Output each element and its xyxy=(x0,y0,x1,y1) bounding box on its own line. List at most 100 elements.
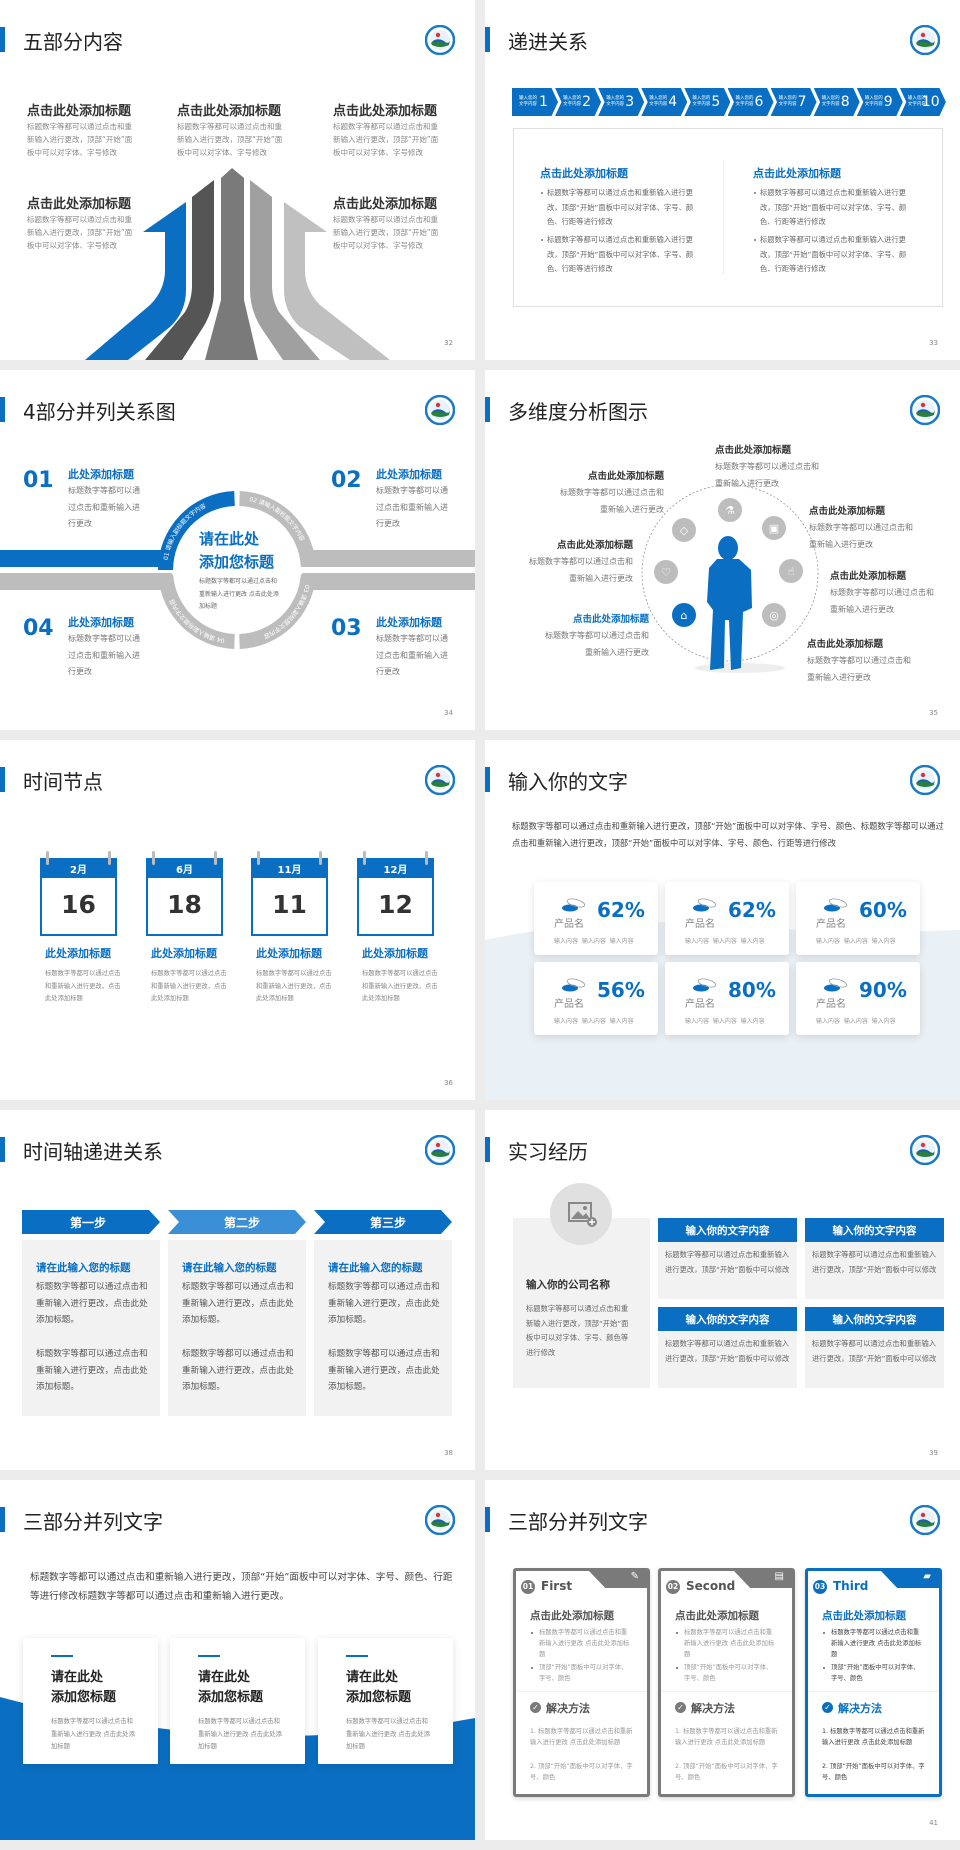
check-circle-icon: ✓ xyxy=(822,1702,833,1713)
bullet-text: 标题数字等都可以通过点击和重新输入进行更改 点击此处添加标题 xyxy=(831,1629,922,1658)
arrow-dark xyxy=(145,180,214,360)
item-text: 标题数字等都可以通过点击和重新输入进行更改 xyxy=(376,634,448,676)
info-box-header xyxy=(805,1307,944,1331)
column-title: 点击此处添加标题 xyxy=(540,167,628,180)
option-card[interactable]: ✎ 01 First 点击此处添加标题 标题数字等都可以通过点击和重新输入进行更改 点击… xyxy=(513,1568,650,1797)
progress-step[interactable]: 输入您的文字内容 7 xyxy=(770,88,817,116)
card-tab xyxy=(734,1571,792,1588)
title-accent-bar xyxy=(0,397,5,422)
progress-step[interactable]: 输入您的文字内容 5 xyxy=(684,88,731,116)
band-gray xyxy=(302,573,475,590)
add-image-icon xyxy=(568,1202,597,1227)
bullet-text: 标题数字等都可以通过点击和重新输入进行更改，顶部“开始”面板中可以对字体、字号、… xyxy=(760,235,907,273)
calendar-day: 11 xyxy=(272,890,307,919)
progress-step[interactable]: 输入您的文字内容 6 xyxy=(727,88,774,116)
bullet-text: 标题数字等都可以通过点击和重新输入进行更改，顶部“开始”面板中可以对字体、字号、… xyxy=(547,235,694,273)
column-title: 点击此处添加标题 xyxy=(753,167,841,180)
center-title: 添加您标题 xyxy=(199,553,275,571)
step-text: 标题数字等都可以通过点击和重新输入进行更改，点击此处添加标题。 xyxy=(328,1349,440,1393)
progress-step[interactable]: 输入您的文字内容 3 xyxy=(598,88,645,116)
step-number: 1 xyxy=(539,94,548,110)
dimension-block: 点击此处添加标题 标题数字等都可以通过点击和重新输入进行更改 xyxy=(715,442,825,492)
diamond-icon: ◇ xyxy=(672,518,696,542)
company-name: 输入你的公司名称 xyxy=(526,1279,610,1291)
bullet-text: 顶部“开始”面板中可以对字体、字号、颜色 xyxy=(539,1664,628,1682)
text-card xyxy=(170,1638,305,1764)
info-box-title: 输入你的文字内容 xyxy=(685,1225,770,1237)
solution-step: 1. 标题数字等都可以通过点击和重新输入进行更改 点击此处添加标题 xyxy=(822,1728,925,1746)
card-label: Third xyxy=(833,1579,869,1593)
title-accent-bar xyxy=(0,1137,5,1162)
item-number: 01 xyxy=(23,468,54,493)
school-logo xyxy=(909,1504,941,1536)
pill-icon xyxy=(561,977,586,997)
item-title: 此处添加标题 xyxy=(68,616,134,629)
info-box-title: 输入你的文字内容 xyxy=(832,1314,917,1326)
step-number: 9 xyxy=(883,94,893,110)
card-text: 标题数字等都可以通过点击和重新输入进行更改 点击此处添加标题 xyxy=(346,1718,430,1750)
step-chevron[interactable] xyxy=(168,1210,306,1234)
slide-39: 实习经历 39 输入你的公司名称 标题数字等都可以通过点击和重新输入进行更改，顶部“开… xyxy=(485,1110,960,1470)
dimension-title: 点击此处添加标题 xyxy=(587,471,664,482)
stat-card xyxy=(796,882,920,955)
card-label: Second xyxy=(686,1579,736,1593)
stat-sub: 输入内容 输入内容 输入内容 xyxy=(685,938,765,945)
info-box-header xyxy=(658,1307,797,1331)
info-box-text: 标题数字等都可以通过点击和重新输入进行更改，顶部“开始”面板中可以修改 xyxy=(812,1339,937,1363)
ring-segment xyxy=(239,491,316,566)
school-logo xyxy=(424,764,456,796)
text-card xyxy=(318,1638,453,1764)
item-title: 点击此处添加标题 xyxy=(333,104,438,119)
calendar-card xyxy=(251,858,328,936)
progress-step[interactable]: 输入您的文字内容 9 xyxy=(856,88,903,116)
ring-segment xyxy=(158,491,235,570)
item-number: 03 xyxy=(331,616,362,641)
calendar-day: 18 xyxy=(167,890,202,919)
slide-title: 时间轴递进关系 xyxy=(23,1140,163,1164)
bullet-dot xyxy=(676,1632,678,1634)
step-title: 请在此输入您的标题 xyxy=(328,1262,423,1274)
progress-step[interactable]: 输入您的文字内容 8 xyxy=(813,88,860,116)
step-label: 输入您的文字内容 xyxy=(735,96,754,107)
option-card[interactable]: ▤ 02 Second 点击此处添加标题 标题数字等都可以通过点击和重新输入进行更改 点… xyxy=(658,1568,795,1797)
rising-arrows-graphic xyxy=(0,0,475,360)
progress-step[interactable]: 输入您的文字内容 4 xyxy=(641,88,688,116)
step-label: 输入您的文字内容 xyxy=(606,96,625,107)
calendar-ring xyxy=(319,851,322,865)
step-label: 输入您的文字内容 xyxy=(649,96,668,107)
item-text: 标题数字等都可以通过点击和重新输入进行更改，点击此处添加标题 xyxy=(256,970,332,1002)
ring-segment xyxy=(158,574,235,649)
option-card[interactable]: ▰ 03 Third 点击此处添加标题 标题数字等都可以通过点击和重新输入进行更改 点击… xyxy=(805,1568,942,1797)
solution-step: 2. 顶部“开始”面板中可以对字体、字号、颜色 xyxy=(675,1763,778,1781)
step-text: 标题数字等都可以通过点击和重新输入进行更改，点击此处添加标题。 xyxy=(182,1282,294,1326)
step-panel xyxy=(22,1240,160,1416)
step-chevron[interactable] xyxy=(314,1210,452,1234)
progress-step[interactable]: 输入您的文字内容 2 xyxy=(555,88,602,116)
calendar-ring xyxy=(214,851,217,865)
check-circle-icon: ✓ xyxy=(675,1702,686,1713)
progress-step[interactable]: 输入您的文字内容 1 xyxy=(512,88,558,116)
bullet-dot xyxy=(541,192,543,194)
company-text: 标题数字等都可以通过点击和重新输入进行更改，顶部“开始”面板中可以对字体、字号、… xyxy=(526,1304,629,1357)
item-title: 此处添加标题 xyxy=(376,616,442,629)
step-label: 输入您的文字内容 xyxy=(907,96,926,107)
item-text: 标题数字等都可以通过点击和重新输入进行更改，点击此处添加标题 xyxy=(362,970,438,1002)
school-logo xyxy=(909,764,941,796)
dimension-block: 点击此处添加标题 标题数字等都可以通过点击和重新输入进行更改 xyxy=(523,537,633,587)
step-label: 输入您的文字内容 xyxy=(563,96,582,107)
card-text: 标题数字等都可以通过点击和重新输入进行更改 点击此处添加标题 xyxy=(198,1718,282,1750)
company-image-placeholder[interactable] xyxy=(550,1183,612,1245)
dimension-title: 点击此处添加标题 xyxy=(715,445,792,456)
stat-sub: 输入内容 输入内容 输入内容 xyxy=(554,1018,634,1025)
analysis-graphic: ⚗ ▣ ☝ ◎ ⌂ ♡ ◇ xyxy=(485,370,960,730)
step-chevron[interactable] xyxy=(22,1210,160,1234)
item-title: 此处添加标题 xyxy=(151,947,217,960)
calendar-header xyxy=(359,860,432,878)
calendar-day: 16 xyxy=(61,890,96,919)
progress-step[interactable]: 输入您的文字内容 10 xyxy=(899,88,946,116)
card-tab xyxy=(881,1571,939,1588)
svg-text:◇: ◇ xyxy=(680,524,689,537)
bullet-text: 顶部“开始”面板中可以对字体、字号、颜色 xyxy=(684,1664,773,1682)
center-text: 标题数字等都可以通过点击和重新输入进行更改 点击此处添加标题 xyxy=(199,578,279,610)
step-label: 第三步 xyxy=(369,1216,406,1230)
